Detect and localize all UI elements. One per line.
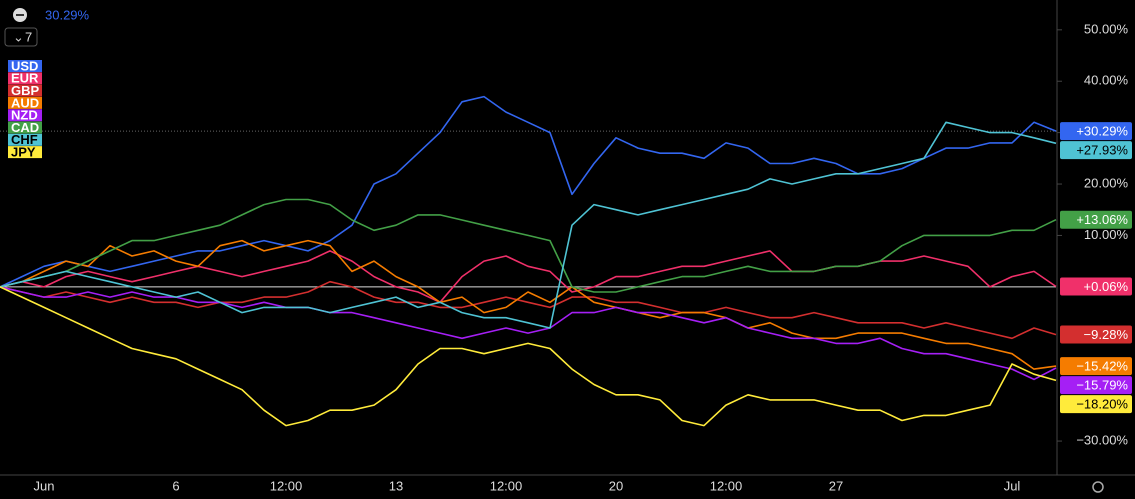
end-label-box — [1060, 325, 1132, 344]
legend-label: NZD — [11, 108, 38, 123]
x-tick-label: 12:00 — [490, 478, 523, 493]
x-tick-label: 20 — [609, 478, 623, 493]
end-label-box — [1060, 357, 1132, 376]
end-label: +13.06% — [1076, 212, 1128, 227]
end-label: −18.20% — [1076, 397, 1128, 412]
legend-swatch — [8, 133, 42, 146]
end-label-box — [1060, 122, 1132, 141]
end-label: −15.42% — [1076, 359, 1128, 374]
legend-label: USD — [11, 58, 38, 73]
end-label: +0.06% — [1084, 279, 1129, 294]
end-label-box — [1060, 141, 1132, 160]
legend-swatch — [8, 72, 42, 85]
legend-swatch — [8, 146, 42, 159]
legend-swatch — [8, 96, 42, 109]
end-label: +30.29% — [1076, 124, 1128, 139]
end-label-box — [1060, 210, 1132, 229]
dropdown-caret: ⌄ — [13, 29, 24, 44]
header-value: 30.29% — [45, 7, 90, 22]
end-label-box — [1060, 376, 1132, 395]
y-tick-label: 50.00% — [1084, 21, 1129, 36]
x-tick-label: 12:00 — [710, 478, 743, 493]
end-label-box — [1060, 277, 1132, 296]
y-tick-label: 20.00% — [1084, 175, 1129, 190]
y-tick-label: 40.00% — [1084, 73, 1129, 88]
legend-swatch — [8, 84, 42, 97]
legend-label: CHF — [11, 132, 38, 147]
legend-label: JPY — [11, 145, 36, 160]
x-tick-label: Jul — [1004, 478, 1021, 493]
end-label: +27.93% — [1076, 143, 1128, 158]
toggle-icon-bar — [16, 14, 24, 16]
y-tick-label: −30.00% — [1076, 433, 1128, 448]
indicator-count: 7 — [25, 29, 32, 44]
x-tick-label: 12:00 — [270, 478, 303, 493]
series-line — [0, 286, 1057, 427]
settings-icon[interactable] — [1092, 481, 1104, 493]
legend-label: EUR — [11, 71, 39, 86]
settings-icon-ring — [1092, 481, 1104, 493]
legend-swatch — [8, 121, 42, 134]
end-label: −15.79% — [1076, 378, 1128, 393]
end-label: −9.28% — [1084, 327, 1129, 342]
series-line — [0, 280, 1057, 340]
x-tick-label: 13 — [389, 478, 403, 493]
legend-label: GBP — [11, 83, 40, 98]
legend-label: CAD — [11, 120, 39, 135]
series-line — [0, 95, 1057, 288]
legend-swatch — [8, 60, 42, 72]
x-tick-label: 6 — [172, 478, 179, 493]
end-label-box — [1060, 395, 1132, 414]
series-line — [0, 121, 1057, 329]
y-tick-label: 10.00% — [1084, 227, 1129, 242]
x-tick-label: Jun — [34, 478, 55, 493]
series-line — [0, 239, 1057, 370]
legend-label: AUD — [11, 95, 39, 110]
series-line — [0, 198, 1057, 293]
x-tick-label: 27 — [829, 478, 843, 493]
legend-swatch — [8, 109, 42, 122]
indicator-dropdown[interactable] — [4, 27, 38, 47]
